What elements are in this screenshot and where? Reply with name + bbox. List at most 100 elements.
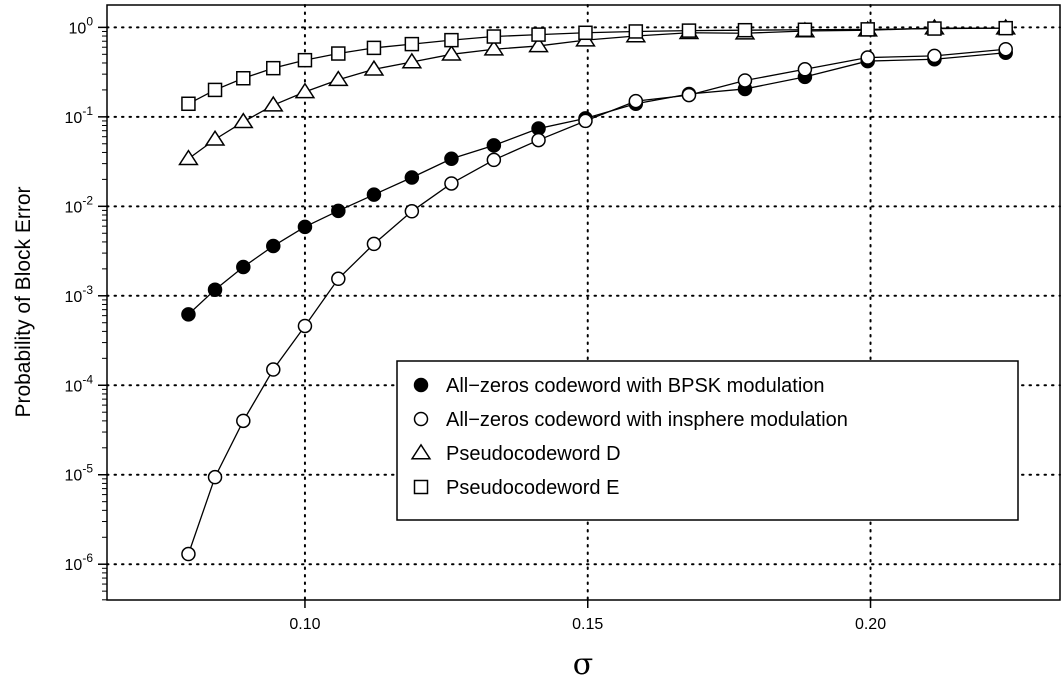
data-point <box>366 187 382 202</box>
data-point <box>232 112 254 129</box>
y-tick-label: 10-3 <box>65 283 94 306</box>
data-point <box>404 204 420 219</box>
y-tick-label: 10-6 <box>65 551 94 574</box>
data-point <box>927 48 942 64</box>
data-point <box>737 22 753 38</box>
y-tick-base: 10 <box>65 199 83 216</box>
data-point <box>328 70 349 87</box>
data-point <box>181 546 196 562</box>
data-point <box>181 307 196 322</box>
y-tick-base: 10 <box>65 110 83 127</box>
x-tick-label: 0.15 <box>572 616 603 633</box>
y-tick-exponent: -3 <box>82 283 93 297</box>
data-point <box>737 73 753 88</box>
data-point <box>998 41 1013 57</box>
data-point <box>207 469 223 485</box>
data-point <box>860 22 875 37</box>
data-point <box>444 32 459 48</box>
y-tick-label: 10-2 <box>65 193 94 216</box>
y-tick-exponent: -1 <box>82 104 93 118</box>
y-tick-base: 10 <box>65 289 83 306</box>
y-axis-title: Probability of Block Error <box>12 186 35 417</box>
data-point <box>528 36 549 53</box>
data-point <box>207 282 223 297</box>
data-point <box>578 25 593 41</box>
legend-label: Pseudocodeword D <box>446 443 621 465</box>
data-point <box>444 151 459 167</box>
y-tick-base: 10 <box>65 378 83 395</box>
data-point <box>578 113 593 129</box>
x-tick-label: 0.20 <box>855 616 886 633</box>
data-point <box>331 46 346 61</box>
data-point <box>486 29 502 44</box>
data-point <box>486 138 502 153</box>
data-point <box>266 362 281 377</box>
y-tick-exponent: -4 <box>82 372 93 386</box>
y-tick-base: 10 <box>65 468 83 485</box>
legend: All−zeros codeword with BPSK modulation A… <box>396 360 1019 521</box>
data-point <box>294 82 316 99</box>
legend-marker <box>410 443 432 460</box>
data-point <box>531 132 546 148</box>
data-point <box>297 219 313 235</box>
data-point <box>331 271 346 287</box>
data-point <box>297 52 313 68</box>
y-tick-base: 10 <box>69 20 87 37</box>
data-point <box>531 27 546 42</box>
data-point <box>681 23 697 38</box>
series-4 <box>181 20 1013 112</box>
data-point <box>266 60 281 76</box>
y-tick-exponent: -6 <box>82 551 93 565</box>
data-point <box>262 95 284 112</box>
data-point <box>401 52 423 69</box>
data-point <box>331 203 346 219</box>
data-point <box>444 176 459 191</box>
y-tick-base: 10 <box>65 557 83 574</box>
y-tick-label: 100 <box>69 14 94 37</box>
x-axis-title: σ <box>573 647 593 682</box>
data-point <box>236 70 251 86</box>
data-point <box>404 36 420 52</box>
legend-marker <box>413 479 429 495</box>
y-tick-label: 10-5 <box>65 462 94 485</box>
legend-marker <box>413 377 429 393</box>
y-tick-exponent: -2 <box>82 193 93 207</box>
y-tick-exponent: -5 <box>82 462 93 476</box>
legend-label: All−zeros codeword with insphere modulat… <box>446 409 848 431</box>
data-point <box>366 236 382 252</box>
data-point <box>483 39 505 56</box>
data-point <box>628 93 644 109</box>
data-point <box>628 24 644 39</box>
data-point <box>998 20 1013 36</box>
plot-frame <box>106 4 1061 601</box>
legend-marker <box>413 411 429 427</box>
legend-box <box>396 360 1019 521</box>
legend-label: Pseudocodeword E <box>446 477 619 499</box>
legend-label: All−zeros codeword with BPSK modulation <box>446 375 825 397</box>
data-point <box>681 87 697 103</box>
data-point <box>927 21 942 36</box>
data-point <box>266 238 281 254</box>
data-point <box>486 152 502 168</box>
data-point <box>441 44 462 61</box>
data-point <box>366 40 382 56</box>
x-axis: 0.10 0.15 0.20 <box>289 600 886 633</box>
data-point <box>797 62 813 77</box>
data-point <box>204 129 226 146</box>
data-point <box>363 59 385 76</box>
data-point <box>207 82 223 98</box>
data-point <box>181 96 196 112</box>
data-point <box>297 318 313 334</box>
data-point <box>178 149 199 166</box>
series-2 <box>181 41 1013 562</box>
plot-series <box>178 18 1017 562</box>
data-point <box>236 259 251 275</box>
x-tick-label: 0.10 <box>289 616 320 633</box>
data-point <box>860 50 875 65</box>
y-tick-label: 10-4 <box>65 372 94 395</box>
data-point <box>797 22 813 38</box>
y-tick-label: 10-1 <box>65 104 94 127</box>
data-point <box>404 170 420 185</box>
